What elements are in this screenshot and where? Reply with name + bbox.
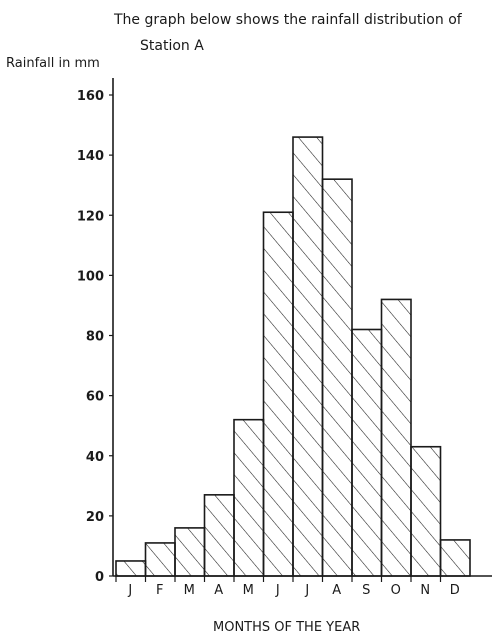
bar-2 <box>174 527 206 577</box>
bar-4 <box>233 418 265 577</box>
y-tick-label: 120 <box>77 209 104 224</box>
y-tick-label: 60 <box>86 390 104 405</box>
bar-0 <box>115 560 147 577</box>
x-category-label: M <box>243 583 255 598</box>
x-category-label: J <box>275 583 281 598</box>
bar-3 <box>203 494 235 577</box>
bar-7 <box>321 178 353 577</box>
y-tick-label: 100 <box>77 269 104 284</box>
y-tick-label: 40 <box>86 450 104 465</box>
bars-group <box>115 136 471 577</box>
x-category-label: J <box>304 583 310 598</box>
y-axis-ticks: 0 20 40 60 80 100 120 140 160 <box>77 89 113 585</box>
chart-title-line-2: Station A <box>140 38 204 54</box>
y-tick-label: 20 <box>86 510 104 525</box>
bar-8 <box>351 328 383 577</box>
x-category-label: D <box>450 583 461 598</box>
x-category-label: M <box>184 583 196 598</box>
y-tick-label: 0 <box>95 570 104 585</box>
y-axis-title: Rainfall in mm <box>6 56 100 71</box>
y-tick-label: 80 <box>86 330 104 345</box>
bar-10 <box>410 445 442 577</box>
bar-6 <box>292 136 324 577</box>
x-axis-title: MONTHS OF THE YEAR <box>213 620 360 635</box>
x-category-label: F <box>156 583 164 598</box>
x-category-label: S <box>362 583 371 598</box>
bar-1 <box>144 542 176 577</box>
x-category-label: O <box>391 583 402 598</box>
y-tick-label: 140 <box>77 149 104 164</box>
bar-9 <box>380 298 412 577</box>
bar-5 <box>262 211 294 577</box>
x-category-label: N <box>420 583 431 598</box>
bar-11 <box>439 539 471 577</box>
y-tick-label: 160 <box>77 89 104 104</box>
chart-title-line-1: The graph below shows the rainfall distr… <box>113 12 463 28</box>
x-category-label: A <box>332 583 342 598</box>
x-category-label: A <box>214 583 224 598</box>
x-category-label: J <box>127 583 133 598</box>
